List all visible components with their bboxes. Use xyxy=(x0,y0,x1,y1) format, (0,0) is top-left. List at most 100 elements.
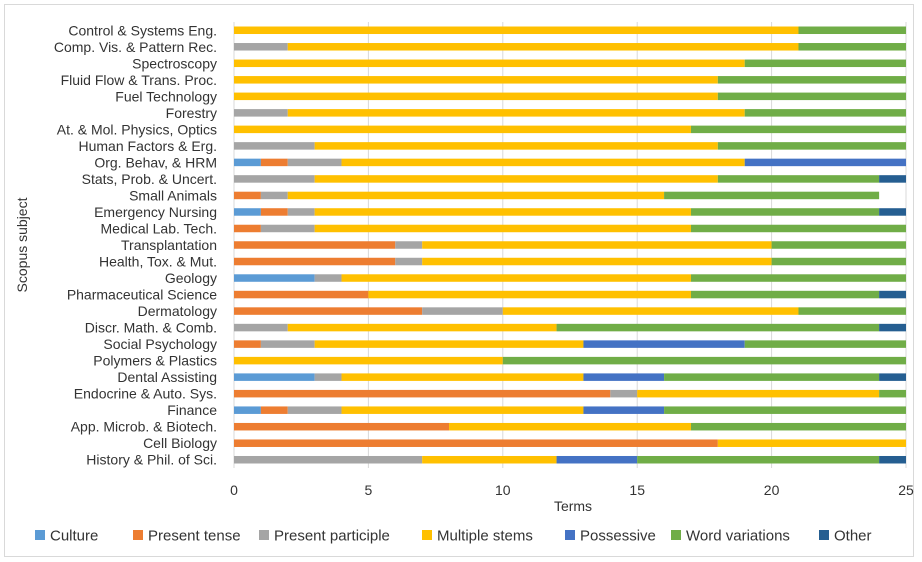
bar-segment xyxy=(234,208,261,216)
bar-segment xyxy=(260,340,315,348)
x-tick-labels: 0 5 10 15 20 25 xyxy=(230,482,914,498)
bar-segment xyxy=(744,59,906,68)
bar-segment xyxy=(422,307,503,315)
category-label: Spectroscopy xyxy=(132,55,217,71)
bar-segment xyxy=(583,406,665,414)
category-label: History & Phil. of Sci. xyxy=(86,452,217,468)
bar-segment xyxy=(879,175,906,183)
bar-segment xyxy=(717,175,880,183)
legend-label: Possessive xyxy=(580,528,656,545)
bar-segment xyxy=(556,323,880,332)
x-tick-label: 15 xyxy=(629,482,645,498)
bar-segment xyxy=(879,290,906,299)
bar-segment xyxy=(234,26,799,35)
bar-segment xyxy=(287,191,665,200)
bar-segment xyxy=(879,389,906,398)
bar-segment xyxy=(798,307,906,315)
bar-segment xyxy=(260,191,288,200)
bar-segment xyxy=(502,356,906,365)
bar-segment xyxy=(234,142,315,150)
category-label: Small Animals xyxy=(129,187,217,203)
category-label: Health, Tox. & Mut. xyxy=(99,254,217,270)
legend: Culture Present tense Present participle Mu… xyxy=(35,528,872,545)
bar-segment xyxy=(583,340,745,348)
bar-segment xyxy=(422,241,772,249)
bar-segment xyxy=(341,274,691,282)
category-label: Emergency Nursing xyxy=(94,204,217,220)
legend-label: Multiple stems xyxy=(437,528,533,545)
legend-label: Culture xyxy=(50,528,98,545)
bar-segment xyxy=(234,224,261,233)
category-label: App. Microb. & Biotech. xyxy=(71,419,217,435)
bar-segment xyxy=(260,224,315,233)
category-label: Dental Assisting xyxy=(117,369,217,385)
bar-segment xyxy=(234,307,423,315)
category-label: Fuel Technology xyxy=(115,88,217,104)
bar-segment xyxy=(744,158,906,167)
bar-segment xyxy=(422,455,557,464)
bar-segment xyxy=(744,109,906,117)
legend-label: Word variations xyxy=(686,528,790,545)
legend-label: Other xyxy=(834,528,872,545)
legend-swatch xyxy=(259,530,269,540)
bar-segment xyxy=(314,175,718,183)
x-tick-label: 20 xyxy=(764,482,780,498)
category-label: At. & Mol. Physics, Optics xyxy=(57,121,217,137)
category-label: Fluid Flow & Trans. Proc. xyxy=(61,72,217,88)
bar-segment xyxy=(234,356,503,365)
bar-segment xyxy=(583,373,665,381)
bar-segment xyxy=(664,191,880,200)
bar-segment xyxy=(234,125,691,134)
bar-segment xyxy=(341,406,584,414)
bar-segment xyxy=(798,26,906,35)
bar-segment xyxy=(690,290,880,299)
category-label: Org. Behav, & HRM xyxy=(94,154,217,170)
bar-segment xyxy=(287,109,745,117)
bar-segment xyxy=(314,142,718,150)
bar-segment xyxy=(395,257,423,266)
category-label: Dermatology xyxy=(138,303,217,319)
bar-segment xyxy=(422,257,772,266)
x-tick-label: 0 xyxy=(230,482,238,498)
category-label: Social Psychology xyxy=(103,336,217,352)
y-axis-title: Scopus subject xyxy=(14,197,30,292)
bar-segment xyxy=(717,142,906,150)
bar-segment xyxy=(234,92,718,101)
bar-segment xyxy=(690,125,906,134)
legend-swatch xyxy=(35,530,45,540)
category-label: Cell Biology xyxy=(143,435,217,451)
bar-segment xyxy=(287,43,799,51)
bar-segment xyxy=(690,208,880,216)
bar-segment xyxy=(637,389,880,398)
bar-segment xyxy=(798,43,906,51)
legend-label: Present participle xyxy=(274,528,390,545)
bar-segment xyxy=(314,274,342,282)
bars xyxy=(234,26,906,464)
legend-swatch xyxy=(422,530,432,540)
category-label: Discr. Math. & Comb. xyxy=(85,320,217,336)
bar-segment xyxy=(314,208,691,216)
bar-segment xyxy=(771,241,906,249)
category-label: Pharmaceutical Science xyxy=(67,287,217,303)
bar-segment xyxy=(744,340,906,348)
bar-segment xyxy=(234,241,396,249)
bar-segment xyxy=(234,59,745,68)
bar-segment xyxy=(287,208,315,216)
legend-label: Present tense xyxy=(148,528,241,545)
category-labels: Control & Systems Eng.Comp. Vis. & Patte… xyxy=(54,22,217,467)
legend-swatch xyxy=(819,530,829,540)
bar-segment xyxy=(717,439,906,447)
x-tick-label: 5 xyxy=(365,482,373,498)
bar-segment xyxy=(234,323,288,332)
bar-segment xyxy=(234,422,450,431)
bar-segment xyxy=(690,422,906,431)
category-label: Stats, Prob. & Uncert. xyxy=(82,171,217,187)
bar-segment xyxy=(879,323,906,332)
legend-swatch xyxy=(671,530,681,540)
bar-segment xyxy=(234,76,718,84)
bar-segment xyxy=(234,43,288,51)
bar-segment xyxy=(260,158,288,167)
bar-segment xyxy=(690,274,906,282)
bar-segment xyxy=(879,373,906,381)
